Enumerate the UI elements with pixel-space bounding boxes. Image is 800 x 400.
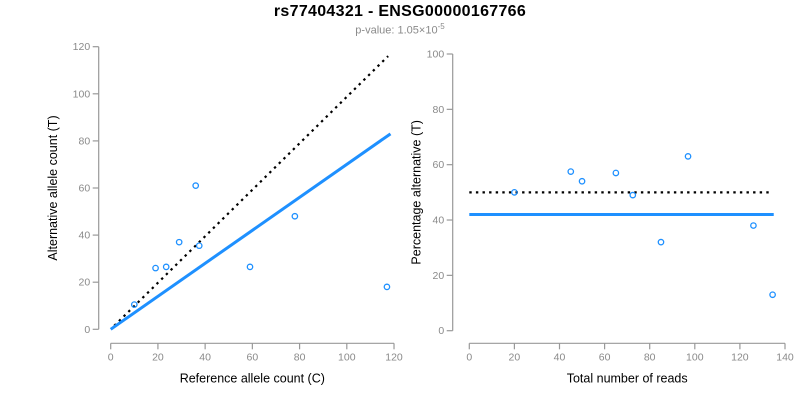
x-axis-title: Reference allele count (C) bbox=[180, 372, 325, 386]
y-tick-label: 80 bbox=[433, 104, 445, 116]
x-tick-label: 20 bbox=[509, 351, 521, 363]
data-point bbox=[750, 222, 757, 229]
x-tick-label: 40 bbox=[199, 351, 211, 363]
x-tick-label: 60 bbox=[599, 351, 611, 363]
x-tick-label: 100 bbox=[338, 351, 356, 363]
x-tick-label: 100 bbox=[686, 351, 704, 363]
data-point bbox=[684, 153, 692, 160]
y-tick-label: 40 bbox=[433, 215, 445, 227]
data-point bbox=[162, 263, 170, 271]
y-tick-label: 0 bbox=[84, 324, 90, 336]
data-point bbox=[612, 169, 620, 177]
x-tick-label: 120 bbox=[385, 351, 403, 363]
y-tick-label: 120 bbox=[73, 41, 91, 53]
figure-subtitle: p-value: 1.05×10-5 bbox=[0, 22, 800, 37]
x-tick-label: 80 bbox=[644, 351, 656, 363]
x-tick-label: 80 bbox=[294, 351, 306, 363]
data-point bbox=[152, 264, 159, 272]
y-tick-label: 100 bbox=[427, 49, 445, 61]
x-tick-label: 120 bbox=[731, 351, 749, 363]
data-point bbox=[383, 283, 391, 291]
figure-title: rs77404321 - ENSG00000167766 bbox=[273, 3, 527, 20]
identity-line bbox=[113, 55, 389, 327]
y-tick-label: 0 bbox=[438, 325, 444, 337]
data-point bbox=[192, 182, 200, 189]
x-tick-label: 0 bbox=[466, 351, 472, 363]
data-point bbox=[130, 301, 138, 308]
panel-allele-counts: 0 20 40 60 80 100 120 0 20 40 60 80 100 120 Reference … bbox=[46, 41, 403, 385]
y-tick-label: 80 bbox=[79, 135, 91, 147]
y-tick-label: 40 bbox=[79, 230, 91, 242]
y-axis-title: Percentage alternative (T) bbox=[410, 120, 424, 265]
data-point bbox=[511, 189, 518, 196]
x-tick-label: 60 bbox=[247, 351, 259, 363]
data-point bbox=[246, 263, 254, 271]
x-tick-label: 40 bbox=[554, 351, 566, 363]
y-tick-label: 100 bbox=[73, 88, 91, 100]
x-axis-title: Total number of reads bbox=[567, 372, 688, 386]
data-point bbox=[175, 238, 183, 246]
y-axis-title: Alternative allele count (T) bbox=[46, 115, 60, 260]
data-point bbox=[769, 291, 776, 299]
pvalue-exponent: -5 bbox=[437, 22, 445, 31]
y-tick-label: 60 bbox=[79, 183, 91, 195]
data-point bbox=[567, 168, 575, 175]
data-point bbox=[629, 191, 637, 199]
x-tick-label: 140 bbox=[776, 351, 794, 363]
data-point bbox=[291, 212, 299, 220]
panel-percentage-vs-depth: 0 20 40 60 80 100 0 20 40 60 80 100 120 140 Total numb… bbox=[410, 49, 794, 386]
x-tick-label: 0 bbox=[108, 351, 114, 363]
y-tick-label: 20 bbox=[79, 277, 91, 289]
pvalue-text: p-value: 1.05×10 bbox=[355, 24, 438, 37]
x-tick-label: 20 bbox=[152, 351, 164, 363]
data-point bbox=[195, 242, 203, 250]
y-tick-label: 20 bbox=[433, 270, 445, 282]
y-tick-label: 60 bbox=[433, 159, 445, 171]
regression-line bbox=[109, 132, 392, 331]
data-point bbox=[657, 238, 665, 246]
data-point bbox=[578, 177, 586, 185]
